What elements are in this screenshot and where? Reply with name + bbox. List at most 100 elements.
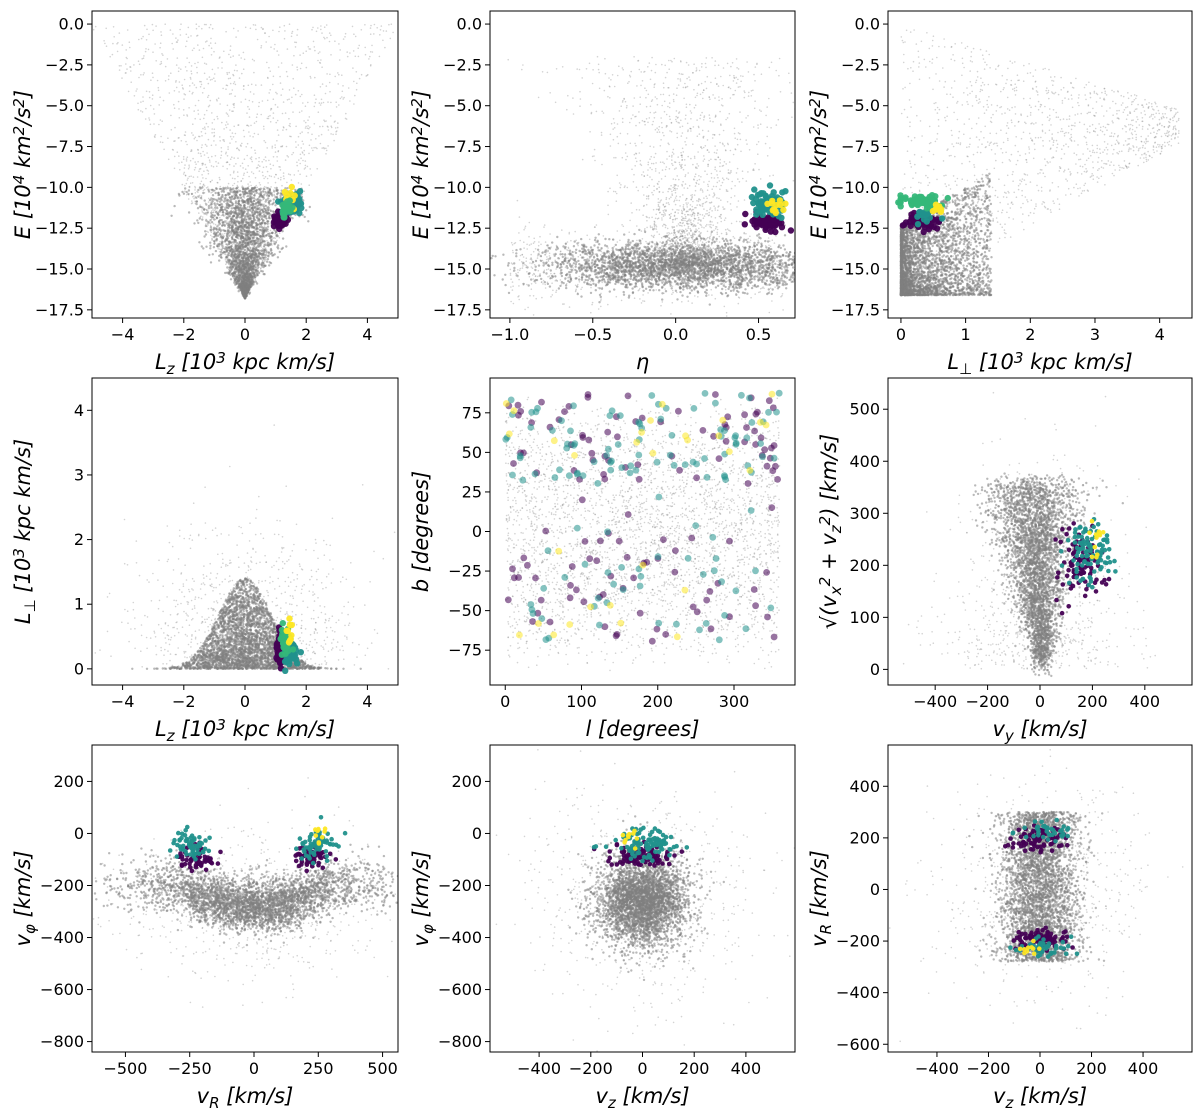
background-star — [276, 239, 278, 242]
background-star — [270, 107, 272, 110]
background-star — [265, 160, 267, 162]
background-star — [267, 190, 270, 193]
background-star — [235, 277, 238, 280]
background-star — [192, 176, 195, 178]
background-star — [252, 136, 254, 138]
background-star — [221, 221, 225, 224]
background-star — [243, 172, 245, 175]
background-star — [320, 59, 322, 61]
background-star — [315, 98, 317, 100]
background-star — [251, 58, 254, 61]
background-star — [342, 38, 345, 40]
background-star — [277, 150, 280, 152]
background-star — [94, 25, 97, 28]
background-star — [206, 211, 210, 214]
background-star — [295, 125, 297, 128]
background-star — [254, 152, 257, 154]
background-star — [234, 95, 236, 97]
background-star — [271, 203, 274, 206]
background-star — [223, 206, 226, 209]
background-star — [230, 92, 232, 95]
background-star — [264, 204, 268, 208]
background-star — [231, 156, 233, 158]
background-star — [243, 214, 246, 218]
background-star — [254, 192, 256, 194]
background-star — [252, 199, 255, 203]
background-star — [220, 207, 223, 210]
background-star — [164, 65, 167, 68]
background-star — [227, 123, 229, 125]
background-star — [328, 32, 331, 34]
background-star — [276, 119, 279, 122]
background-star — [296, 34, 298, 36]
background-star — [189, 159, 192, 162]
background-star — [216, 181, 219, 184]
background-star — [280, 62, 283, 64]
background-star — [248, 287, 251, 290]
background-star — [151, 23, 154, 26]
background-star — [160, 62, 163, 65]
background-star — [177, 39, 179, 41]
background-star — [319, 86, 322, 88]
background-star — [182, 173, 185, 175]
background-star — [291, 217, 294, 220]
background-star — [243, 271, 247, 275]
background-star — [286, 75, 289, 78]
background-star — [226, 266, 229, 269]
background-star — [197, 191, 199, 194]
background-star — [193, 197, 195, 200]
background-star — [240, 57, 242, 59]
background-star — [206, 230, 208, 233]
background-star — [183, 134, 186, 136]
background-star — [335, 106, 338, 108]
background-star — [228, 109, 231, 111]
background-star — [252, 247, 255, 250]
background-star — [235, 194, 238, 197]
background-star — [275, 173, 277, 176]
background-star — [281, 145, 284, 147]
y-tick-label: −2.5 — [45, 55, 84, 74]
background-star — [265, 166, 268, 168]
background-star — [257, 255, 260, 258]
background-star — [160, 31, 162, 33]
background-star — [217, 221, 221, 224]
background-star — [224, 229, 227, 233]
background-star — [201, 209, 203, 211]
background-star — [200, 131, 203, 133]
background-star — [272, 254, 275, 257]
background-star — [227, 248, 231, 252]
background-star — [116, 50, 119, 53]
background-star — [211, 128, 213, 130]
background-star — [204, 128, 206, 130]
background-star — [177, 192, 181, 196]
background-star — [220, 187, 223, 191]
background-star — [229, 49, 232, 51]
background-star — [225, 220, 228, 222]
background-star — [310, 139, 312, 141]
background-star — [272, 240, 275, 242]
background-star — [219, 140, 221, 142]
background-star — [230, 218, 233, 221]
background-star — [276, 129, 279, 131]
background-star — [148, 33, 150, 36]
background-star — [259, 222, 262, 225]
background-star — [103, 40, 105, 42]
background-star — [262, 245, 266, 248]
background-star — [257, 257, 260, 260]
background-star — [105, 27, 107, 30]
background-star — [247, 269, 251, 273]
background-star — [237, 255, 241, 259]
background-star — [256, 267, 259, 270]
background-star — [188, 186, 191, 189]
background-star — [384, 46, 386, 49]
background-star — [197, 113, 200, 115]
background-star — [174, 140, 176, 142]
background-star — [217, 223, 220, 226]
background-star — [324, 37, 326, 40]
background-star — [261, 161, 264, 163]
background-star — [208, 198, 212, 202]
background-star — [233, 69, 236, 72]
background-star — [143, 55, 145, 57]
background-star — [319, 104, 322, 106]
background-star — [273, 187, 276, 189]
